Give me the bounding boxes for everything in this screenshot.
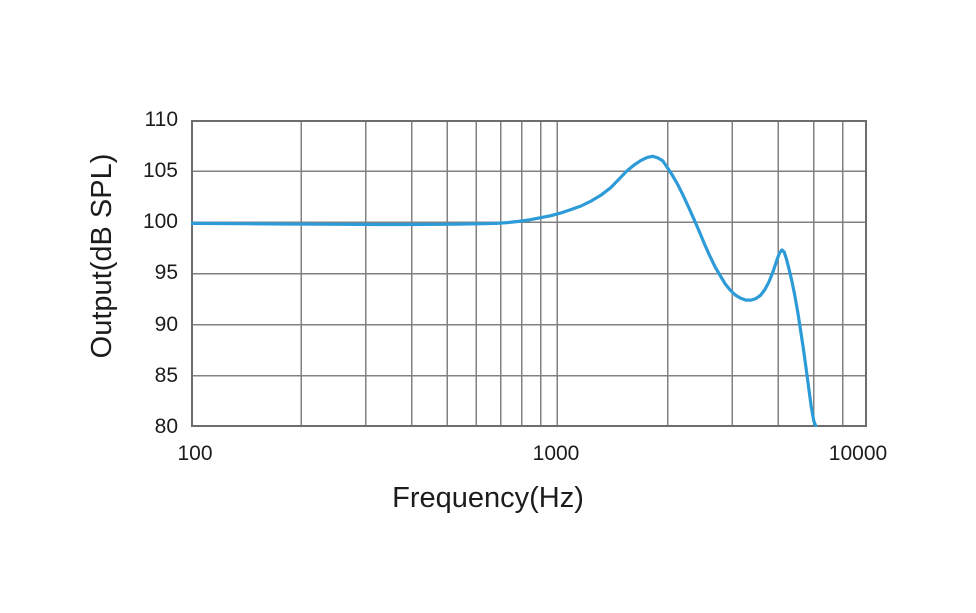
x-axis-title: Frequency(Hz) <box>392 482 584 514</box>
x-tick-1000: 1000 <box>532 442 580 465</box>
plot-area <box>191 120 867 427</box>
grid-lines <box>191 120 867 427</box>
y-tick-85: 85 <box>154 364 178 387</box>
plot-border <box>191 120 867 427</box>
y-tick-90: 90 <box>154 313 178 336</box>
y-tick-105: 105 <box>142 159 178 182</box>
y-tick-100: 100 <box>142 210 178 233</box>
response-curve <box>191 154 818 427</box>
x-tick-10000: 10000 <box>828 442 888 465</box>
y-tick-95: 95 <box>154 261 178 284</box>
y-tick-110: 110 <box>144 108 178 131</box>
y-tick-80: 80 <box>154 415 178 438</box>
x-tick-100: 100 <box>177 442 213 465</box>
chart-canvas <box>191 120 867 427</box>
